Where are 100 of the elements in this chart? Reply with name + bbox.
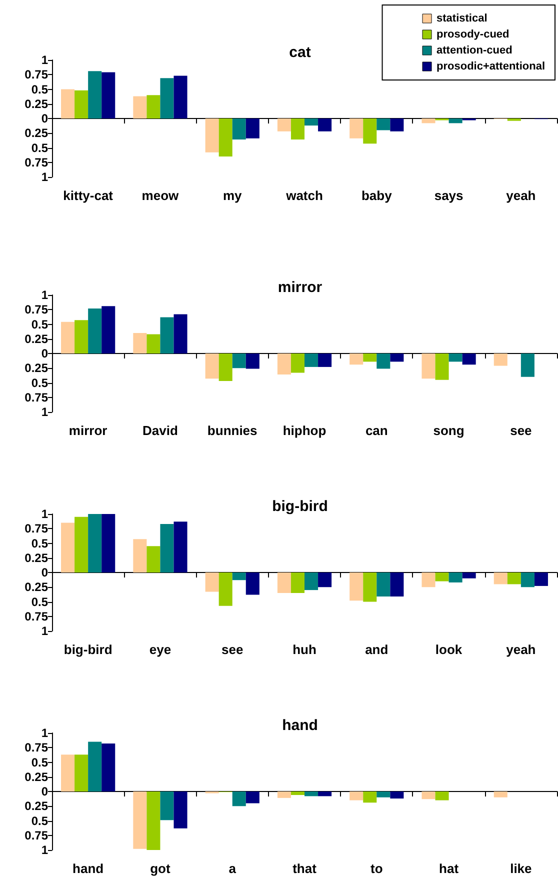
y-tick-label: 0.25 xyxy=(24,550,48,565)
bar xyxy=(218,354,232,381)
bar xyxy=(494,354,508,366)
bar xyxy=(448,354,462,362)
bar xyxy=(174,522,188,572)
x-tick-label: watch xyxy=(285,188,323,203)
bar xyxy=(318,792,332,796)
y-tick-label: 1 xyxy=(41,726,48,740)
bar xyxy=(160,317,174,354)
x-tick-label: yeah xyxy=(506,642,536,657)
bar xyxy=(146,334,160,354)
legend-label: prosodic+attentional xyxy=(436,60,546,72)
bar xyxy=(218,572,232,606)
bar xyxy=(174,792,188,828)
x-tick-label: and xyxy=(365,642,388,657)
bar xyxy=(102,72,116,118)
bar xyxy=(74,90,88,118)
bar xyxy=(304,792,318,796)
bar xyxy=(350,118,364,138)
bar xyxy=(376,792,390,798)
bar xyxy=(174,76,188,118)
x-tick-label: to xyxy=(370,861,383,876)
bar xyxy=(350,354,364,365)
bar xyxy=(277,354,291,375)
y-tick-label: 0.5 xyxy=(31,317,48,332)
y-tick-label: 0.75 xyxy=(24,522,48,536)
x-tick-label: huh xyxy=(292,642,316,657)
bar xyxy=(363,792,377,803)
bar xyxy=(290,572,304,593)
bar xyxy=(435,572,449,582)
y-tick-label: 0.25 xyxy=(24,770,48,784)
bar xyxy=(462,572,476,578)
bar xyxy=(88,71,102,118)
bar xyxy=(390,792,404,799)
bar xyxy=(246,118,260,138)
bar xyxy=(205,572,219,592)
x-tick-label: my xyxy=(222,188,243,203)
x-tick-label: that xyxy=(292,861,318,876)
bar xyxy=(318,118,332,132)
bar xyxy=(350,792,364,800)
bar xyxy=(160,524,174,572)
x-tick-label: see xyxy=(510,423,532,438)
bar xyxy=(61,522,75,572)
bar xyxy=(160,792,174,820)
x-tick-label: baby xyxy=(361,188,393,203)
y-tick-label: 0.25 xyxy=(24,126,48,140)
x-tick-label: mirror xyxy=(68,423,108,438)
bar xyxy=(232,572,246,580)
y-tick-label: 0 xyxy=(41,566,48,580)
x-tick-label: says xyxy=(434,188,464,203)
bar xyxy=(61,322,75,354)
bar xyxy=(363,572,377,602)
bar xyxy=(422,792,436,800)
bar xyxy=(232,354,246,368)
y-tick-label: 1 xyxy=(41,53,48,67)
bar xyxy=(304,118,318,126)
bar xyxy=(376,118,390,130)
bar xyxy=(422,118,436,124)
bar xyxy=(290,792,304,796)
bar xyxy=(205,354,219,379)
bar xyxy=(102,306,116,354)
y-tick-label: 0 xyxy=(41,346,48,360)
bar xyxy=(61,89,75,118)
x-tick-label: look xyxy=(435,642,463,657)
legend-label: prosody-cued xyxy=(436,28,510,40)
x-tick-label: can xyxy=(365,423,388,438)
x-tick-label: David xyxy=(142,423,178,438)
x-tick-label: bunnies xyxy=(207,423,258,438)
bar xyxy=(74,516,88,572)
x-tick-label: hiphop xyxy=(282,423,326,438)
y-tick-label: 1 xyxy=(41,507,48,521)
bar xyxy=(232,792,246,806)
y-tick-label: 0.5 xyxy=(31,755,48,770)
bar xyxy=(102,514,116,572)
bar xyxy=(448,118,462,124)
x-tick-label: meow xyxy=(142,188,180,203)
bar xyxy=(290,354,304,373)
bar xyxy=(422,572,436,588)
chart-title: hand xyxy=(282,717,318,734)
x-tick-label: kitty-cat xyxy=(63,188,114,203)
x-tick-label: a xyxy=(228,861,237,876)
bar xyxy=(435,792,449,800)
bar xyxy=(520,354,534,377)
x-tick-label: song xyxy=(433,423,464,438)
bar xyxy=(133,792,147,849)
bar xyxy=(363,118,377,144)
bar xyxy=(520,572,534,588)
y-tick-label: 0.25 xyxy=(24,96,48,111)
bar xyxy=(494,792,508,798)
bar xyxy=(146,546,160,572)
y-tick-label: 1 xyxy=(41,405,48,419)
bar xyxy=(376,572,390,596)
y-tick-label: 0.5 xyxy=(31,536,48,550)
y-tick-label: 1 xyxy=(41,624,48,638)
y-tick-label: 0.25 xyxy=(24,361,48,376)
bar xyxy=(146,95,160,118)
y-tick-label: 0.75 xyxy=(24,155,48,170)
x-tick-label: eye xyxy=(149,642,172,657)
x-tick-label: hand xyxy=(72,861,104,876)
legend-label: statistical xyxy=(436,12,488,24)
